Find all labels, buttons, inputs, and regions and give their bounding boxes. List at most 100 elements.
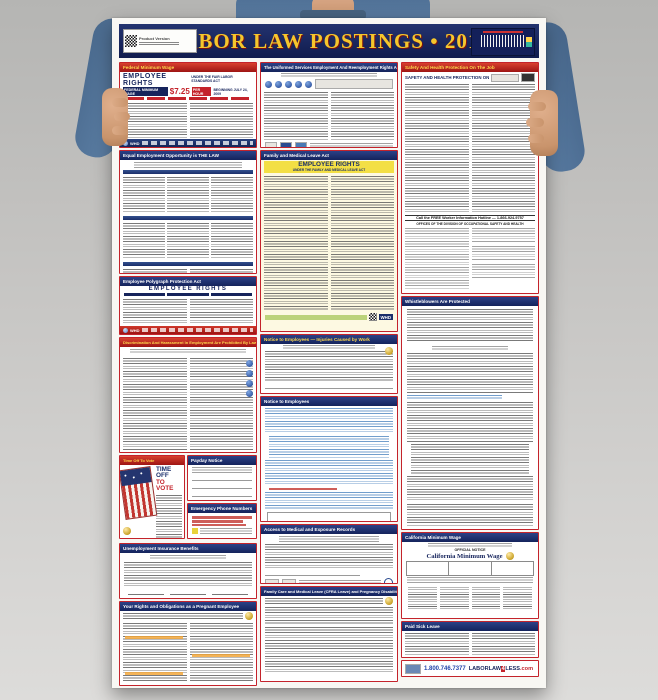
qr-code-icon [368,313,377,322]
fmw-agency-bar: WHD [120,139,256,147]
safety-body-text [402,82,538,214]
body-text-lines [471,84,535,212]
eeo-body-text [120,175,256,215]
office-list-lines [471,264,535,278]
body-text-lines [428,543,512,547]
wage-table-cell [492,562,533,575]
person-shirt-collar [300,10,366,20]
body-text-lines [405,633,469,655]
hyperlink-text [407,395,503,400]
column-left: Federal Minimum Wage EMPLOYEE RIGHTS UND… [119,62,257,686]
body-text-lines [130,349,246,354]
dol-logo-icon [123,327,128,333]
section-injuries-caused-by-work: Notice to Employees — Injuries Caused by… [260,334,398,394]
state-seal-icon [123,527,131,535]
state-seal-icon [385,597,393,605]
section-payday-notice: Payday Notice [187,455,257,501]
section-federal-minimum-wage: Federal Minimum Wage EMPLOYEE RIGHTS UND… [119,62,257,148]
polygraph-header: Employee Polygraph Protection Act [120,277,256,286]
polygraph-rule [167,293,209,296]
wage-rate: $7.25 [169,87,190,96]
section-whistleblowers: Whistleblowers Are Protected [401,296,539,530]
section-unemployment-insurance: Unemployment Insurance Benefits [119,543,257,599]
body-text-lines [264,176,328,311]
ca-minimum-wage-header: California Minimum Wage [402,533,538,542]
schedule-column [408,587,437,609]
section-polygraph-act: Employee Polygraph Protection Act EMPLOY… [119,276,257,335]
userra-header: The Uniformed Services Employment And Re… [261,63,397,72]
emergency-phone-row [192,523,246,527]
brand-site-rest: LESS [505,665,520,672]
paid-sick-leave-header: Paid Sick Leave [402,622,538,631]
poster-title: LABOR LAW POSTINGS • 2018 [167,28,491,53]
body-text-lines [156,494,182,538]
body-text-lines [167,177,209,213]
service-branch-seal-icon [305,80,312,88]
body-text-lines [299,580,381,583]
body-text-lines [330,92,394,140]
wage-table-cell [407,562,450,575]
records-header: Access to Medical and Exposure Records [261,525,397,534]
polygraph-rule [124,293,166,296]
agency-seal-stack [246,360,253,397]
body-text-lines [265,661,393,673]
section-safety-health-protection: Safety And Health Protection On The Job … [401,62,539,294]
body-text-lines [310,143,393,147]
body-text-lines [281,73,377,77]
finger [528,102,546,111]
body-text-lines [264,92,328,140]
footer-logo [295,142,307,147]
finger [526,118,544,127]
body-text-lines [283,345,375,350]
safety-title: SAFETY AND HEALTH PROTECTION ON THE JOB [405,75,489,80]
highlight-bar [125,672,183,675]
body-text-lines [123,613,243,619]
body-text-lines [432,346,508,351]
notice-red-text [269,488,337,491]
body-text-lines [265,351,393,381]
fmla-banner-title: EMPLOYEE RIGHTS [298,161,360,168]
payday-header: Payday Notice [188,456,256,465]
highlight-bar [192,654,250,657]
flag-star [140,472,143,475]
section-emergency-phone-numbers: Emergency Phone Numbers [187,503,257,539]
body-text-lines [123,177,165,213]
cfra-header: Family Care and Medical Leave (CFRA Leav… [261,587,397,596]
dir-logo [521,73,535,82]
agency-seal-icon [246,370,253,377]
notice-header: Notice to Employees [261,397,397,406]
footer-logo [282,578,296,583]
service-branch-seal-icon [275,80,282,88]
body-text-lines [211,177,253,213]
agency-bar-text [141,328,253,332]
section-cfra-pdl: Family Care and Medical Leave (CFRA Leav… [260,586,398,682]
emergency-phone-row [192,520,243,523]
whistleblowers-header: Whistleblowers Are Protected [402,297,538,306]
eeo-subheader-bar [123,170,253,174]
body-text-lines [123,299,187,325]
eeo-subheader-bar [123,216,253,220]
state-seal-icon [385,347,393,355]
wage-table-cell [449,562,492,575]
poster-masthead: Product Version LABOR LAW POSTINGS • 201… [119,24,539,58]
poster-brand-footer: 1.800.746.7377 LABORLAW4LESS.com [401,660,539,677]
form-blank-line [192,475,252,481]
state-seal-icon [505,552,514,560]
labor-law-poster: Product Version LABOR LAW POSTINGS • 201… [112,18,546,688]
offices-directory [402,226,538,292]
section-time-off-to-vote: Time Off To Vote TIME OFF [119,455,185,539]
body-text-lines [167,223,209,259]
ballot-box-flag-graphic [120,466,158,520]
userra-note-box [315,79,393,89]
agency-name: WHD [130,327,140,333]
section-paid-sick-leave: Paid Sick Leave [401,621,539,658]
schedule-column [439,587,469,609]
wage-schedule-grid [402,586,538,610]
agency-bar-text [141,141,253,145]
effective-date: BEGINNING JULY 24, 2009 [213,87,248,96]
column-middle: The Uniformed Services Employment And Re… [260,62,398,682]
form-blank-line [192,499,219,500]
safety-header: Safety And Health Protection On The Job [402,63,538,72]
signature-line [128,590,164,595]
body-text-lines [189,299,253,325]
